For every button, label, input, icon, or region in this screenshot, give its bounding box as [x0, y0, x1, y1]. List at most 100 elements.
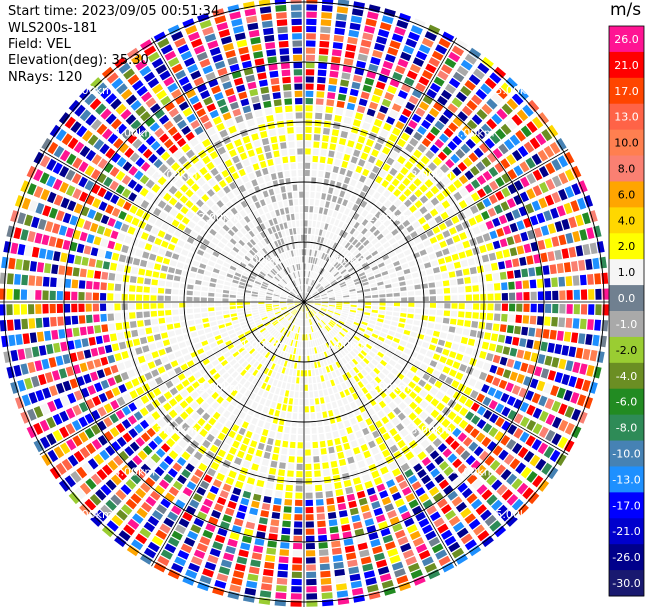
gate-cell — [314, 297, 321, 300]
gate-cell — [523, 141, 535, 154]
gate-cell — [337, 93, 347, 101]
gate-cell — [111, 514, 124, 527]
gate-cell — [248, 366, 255, 374]
gate-cell — [208, 287, 215, 292]
gate-cell — [166, 156, 176, 166]
gate-cell — [78, 176, 88, 188]
gate-cell — [542, 265, 550, 275]
gate-cell — [338, 279, 345, 284]
gate-cell — [337, 399, 343, 407]
gate-cell — [364, 518, 375, 527]
gate-cell — [378, 310, 386, 315]
gate-cell — [267, 369, 273, 377]
gate-cell — [331, 347, 337, 354]
gate-cell — [356, 290, 364, 294]
gate-cell — [221, 347, 229, 354]
gate-cell — [277, 358, 282, 365]
gate-cell — [275, 209, 280, 217]
gate-cell — [247, 280, 254, 285]
gate-cell — [244, 587, 257, 596]
gate-cell — [193, 451, 203, 461]
gate-cell — [297, 362, 301, 370]
gate-cell — [283, 337, 288, 344]
gate-cell — [177, 550, 190, 560]
gate-cell — [195, 279, 202, 285]
gate-cell — [272, 268, 278, 274]
gate-cell — [210, 428, 219, 437]
gate-cell — [570, 200, 580, 212]
gate-cell — [385, 364, 393, 371]
gate-cell — [339, 281, 346, 286]
gate-cell — [158, 280, 166, 287]
gate-cell — [442, 366, 451, 374]
gate-cell — [348, 210, 355, 218]
gate-cell — [208, 178, 217, 187]
gate-cell — [424, 335, 432, 342]
gate-cell — [372, 49, 383, 59]
gate-cell — [371, 500, 381, 510]
gate-cell — [294, 235, 298, 242]
gate-cell — [403, 209, 412, 218]
gate-cell — [407, 285, 414, 291]
gate-cell — [305, 285, 308, 292]
gate-cell — [212, 184, 221, 193]
gate-cell — [122, 321, 130, 330]
gate-cell — [503, 139, 515, 151]
gate-cell — [306, 304, 310, 310]
gate-cell — [275, 312, 282, 316]
gate-cell — [401, 335, 409, 341]
gate-cell — [260, 465, 268, 474]
gate-cell — [267, 312, 274, 316]
gate-cell — [285, 286, 291, 291]
gate-cell — [465, 249, 473, 257]
gate-cell — [73, 141, 85, 154]
gate-cell — [460, 336, 468, 345]
gate-cell — [350, 307, 357, 310]
gate-cell — [289, 148, 296, 156]
gate-cell — [277, 325, 283, 331]
gate-cell — [235, 392, 243, 401]
gate-cell — [298, 294, 302, 300]
gate-cell — [123, 524, 135, 536]
gate-cell — [361, 386, 369, 395]
gate-cell — [334, 27, 345, 35]
gate-cell — [343, 116, 352, 125]
gate-cell — [182, 82, 193, 93]
gate-cell — [364, 77, 375, 86]
gate-cell — [210, 321, 217, 327]
gate-cell — [95, 335, 103, 345]
gate-cell — [58, 225, 68, 236]
gate-cell — [299, 406, 304, 413]
gate-cell — [151, 279, 158, 286]
gate-cell — [192, 337, 200, 344]
gate-cell — [270, 355, 276, 362]
gate-cell — [104, 344, 113, 354]
gate-cell — [201, 204, 210, 213]
gate-cell — [476, 265, 484, 273]
gate-cell — [257, 208, 264, 215]
gate-cell — [321, 270, 327, 276]
gate-cell — [137, 355, 146, 364]
gate-cell — [284, 276, 289, 283]
gate-cell — [144, 243, 153, 251]
gate-cell — [246, 316, 253, 321]
gate-cell — [132, 513, 144, 524]
gate-cell — [202, 155, 211, 165]
gate-cell — [270, 195, 277, 203]
gate-cell — [222, 294, 229, 298]
gate-cell — [251, 304, 258, 308]
gate-cell — [115, 409, 125, 420]
gate-cell — [245, 181, 252, 190]
gate-cell — [439, 240, 447, 248]
gate-cell — [275, 333, 281, 339]
gate-cell — [331, 547, 342, 555]
gate-cell — [231, 261, 239, 268]
gate-cell — [191, 204, 199, 213]
gate-cell — [286, 119, 294, 127]
gate-cell — [28, 392, 38, 404]
gate-cell — [312, 220, 317, 228]
gate-cell — [305, 449, 311, 456]
gate-cell — [300, 312, 303, 319]
gate-cell — [215, 311, 223, 316]
gate-cell — [186, 417, 195, 426]
